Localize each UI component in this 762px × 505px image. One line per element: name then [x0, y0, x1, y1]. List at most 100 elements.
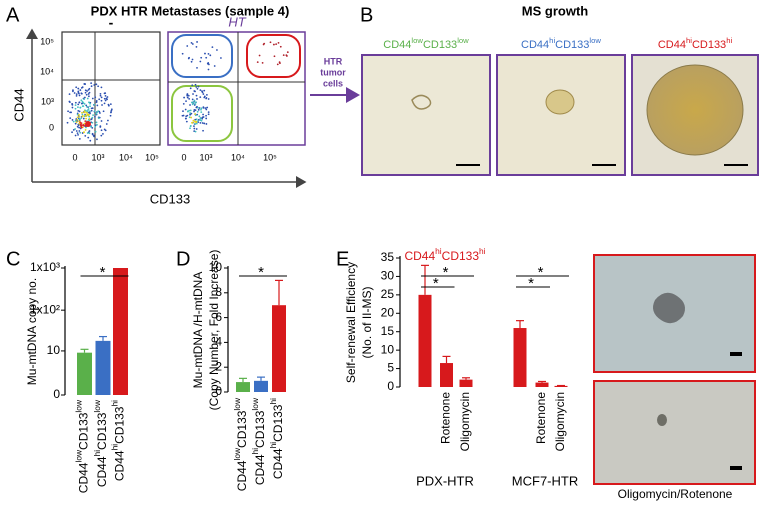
x-tick-label: CD44hiCD133hi — [110, 400, 127, 481]
gate — [246, 34, 301, 78]
event-dot — [74, 104, 77, 107]
event-dot — [272, 43, 275, 46]
y-axis-label: (No. of II-MS) — [360, 286, 374, 358]
sphere — [653, 292, 685, 324]
event-dot — [189, 125, 192, 128]
event-dot — [71, 131, 73, 134]
plot-box — [61, 31, 161, 146]
event-dot — [84, 89, 87, 92]
chart-title: CD44hiCD133hi — [404, 246, 485, 263]
event-dot — [203, 122, 206, 125]
event-dot — [85, 121, 91, 127]
event-dot — [195, 118, 198, 121]
event-dot — [87, 95, 90, 98]
event-dot — [100, 99, 103, 102]
event-dot — [66, 121, 69, 124]
event-dot — [81, 100, 84, 103]
event-dot — [76, 132, 79, 134]
event-dot — [81, 113, 84, 116]
sig-star: * — [443, 264, 449, 281]
sig-star: * — [258, 264, 264, 281]
event-dot — [190, 116, 193, 119]
event-dot — [190, 41, 193, 44]
event-dot — [82, 131, 85, 134]
event-dot — [74, 134, 77, 137]
micrograph — [361, 54, 491, 176]
panel-label: B — [360, 4, 373, 26]
event-dot — [100, 96, 103, 99]
micrograph — [496, 54, 626, 176]
event-dot — [182, 102, 185, 105]
bar — [113, 268, 128, 395]
y-axis-label: Self-renewal Efficiency — [344, 262, 358, 383]
event-dot — [182, 110, 184, 113]
event-dot — [84, 83, 86, 85]
event-dot — [86, 109, 89, 112]
event-dot — [81, 111, 83, 114]
event-dot — [87, 113, 90, 116]
event-dot — [194, 90, 196, 93]
event-dot — [195, 86, 198, 88]
event-dot — [195, 128, 198, 130]
event-dot — [193, 127, 196, 130]
sig-star: * — [528, 275, 534, 292]
event-dot — [206, 93, 208, 96]
event-dot — [77, 124, 80, 127]
event-dot — [200, 108, 202, 111]
x-tick-label: 0 — [181, 152, 186, 162]
event-dot — [88, 132, 91, 135]
y-tick-label: 25 — [381, 287, 395, 301]
event-dot — [262, 43, 265, 46]
event-dot — [192, 119, 195, 122]
event-dot — [192, 101, 195, 104]
y-tick-label: 0 — [53, 387, 60, 401]
event-dot — [191, 84, 194, 87]
event-dot — [199, 96, 202, 99]
event-dot — [93, 84, 96, 86]
event-dot — [100, 134, 103, 137]
event-dot — [79, 131, 82, 134]
event-dot — [93, 103, 96, 106]
event-dot — [285, 54, 288, 57]
event-dot — [209, 54, 212, 57]
event-dot — [205, 97, 208, 100]
event-dot — [200, 111, 203, 114]
event-dot — [90, 125, 92, 128]
event-dot — [75, 121, 78, 123]
event-dot — [190, 60, 193, 63]
event-dot — [95, 83, 98, 86]
gate — [171, 34, 233, 78]
event-dot — [105, 97, 108, 100]
event-dot — [84, 129, 87, 131]
y-tick-label: 10 — [209, 260, 223, 274]
x-tick-label: CD44hiCD133low — [250, 397, 267, 485]
event-dot — [194, 130, 197, 133]
event-dot — [74, 128, 76, 130]
event-dot — [77, 87, 80, 90]
event-dot — [258, 54, 261, 57]
event-dot — [208, 63, 210, 66]
event-dot — [269, 41, 272, 44]
event-dot — [189, 109, 192, 112]
event-dot — [78, 101, 81, 104]
event-dot — [67, 110, 69, 113]
event-dot — [277, 41, 280, 44]
event-dot — [94, 96, 97, 99]
y-tick-label: 10³ — [41, 96, 54, 106]
image-label: CD44lowCD133low — [383, 36, 469, 51]
event-dot — [83, 98, 85, 101]
event-dot — [79, 89, 82, 91]
axis-label: CD44 — [11, 88, 26, 121]
event-dot — [190, 101, 193, 104]
event-dot — [202, 113, 204, 116]
event-dot — [188, 109, 191, 112]
event-dot — [88, 87, 91, 90]
x-tick-label: Rotenone — [534, 392, 548, 444]
arrow-label: tumor — [320, 67, 346, 77]
event-dot — [110, 108, 113, 111]
event-dot — [195, 45, 198, 48]
event-dot — [77, 109, 80, 112]
event-dot — [194, 113, 197, 115]
bar — [95, 340, 111, 395]
sphere — [646, 64, 744, 156]
